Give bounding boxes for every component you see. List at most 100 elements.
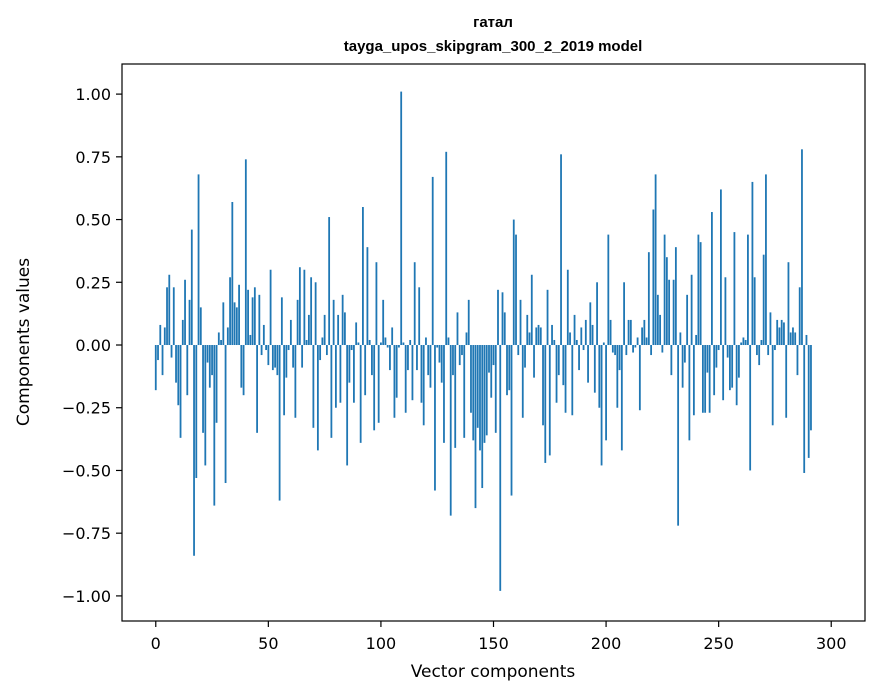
x-tick-label: 100 bbox=[366, 634, 397, 653]
bar bbox=[625, 345, 628, 356]
bar bbox=[323, 314, 326, 346]
bar bbox=[512, 219, 515, 346]
bar bbox=[650, 345, 653, 356]
bar bbox=[346, 345, 349, 466]
bar bbox=[479, 345, 481, 451]
bar bbox=[578, 345, 580, 371]
bar bbox=[674, 247, 677, 346]
bar bbox=[398, 345, 400, 348]
bar bbox=[537, 324, 540, 346]
bar bbox=[665, 257, 668, 346]
bar bbox=[519, 299, 522, 346]
bar bbox=[726, 345, 729, 358]
bar bbox=[316, 345, 319, 451]
bar bbox=[618, 345, 621, 371]
bar bbox=[461, 345, 463, 356]
bar bbox=[409, 339, 412, 346]
bar bbox=[796, 345, 799, 376]
chart-subtitle: tayga_upos_skipgram_300_2_2019 model bbox=[344, 38, 643, 55]
bar bbox=[551, 324, 553, 346]
bar bbox=[659, 314, 662, 346]
bar bbox=[420, 345, 423, 403]
bar bbox=[744, 339, 747, 346]
bar bbox=[285, 345, 288, 378]
bar bbox=[303, 269, 306, 346]
bar bbox=[384, 337, 387, 346]
bar bbox=[188, 299, 191, 346]
bar bbox=[717, 345, 720, 351]
x-tick-label: 50 bbox=[258, 634, 278, 653]
bar bbox=[242, 345, 245, 396]
bar bbox=[623, 282, 625, 346]
bar bbox=[645, 337, 648, 346]
bar bbox=[184, 279, 186, 345]
bar bbox=[557, 345, 560, 376]
bar bbox=[276, 345, 279, 376]
bar bbox=[371, 345, 373, 376]
bar bbox=[722, 345, 725, 401]
bar bbox=[620, 345, 623, 451]
bar bbox=[452, 345, 454, 376]
bar bbox=[609, 319, 612, 346]
bar bbox=[765, 174, 767, 346]
bar bbox=[483, 345, 486, 443]
bar bbox=[760, 339, 763, 346]
bar bbox=[240, 345, 243, 388]
bar bbox=[497, 289, 499, 346]
bar bbox=[190, 229, 193, 345]
bar bbox=[587, 345, 589, 383]
bar bbox=[749, 345, 752, 471]
bar bbox=[287, 345, 290, 351]
bar bbox=[771, 345, 774, 426]
bar bbox=[339, 345, 342, 403]
bar bbox=[564, 345, 567, 413]
bar bbox=[249, 334, 252, 346]
bar bbox=[202, 345, 204, 433]
bar bbox=[413, 262, 416, 346]
bar bbox=[756, 345, 758, 356]
bar bbox=[769, 312, 772, 346]
bar bbox=[668, 279, 671, 345]
x-axis-label: Vector components bbox=[411, 662, 576, 682]
bar bbox=[269, 269, 272, 346]
bar bbox=[499, 345, 502, 591]
bar bbox=[454, 345, 457, 448]
bar bbox=[211, 345, 213, 376]
bar bbox=[701, 345, 704, 413]
bar bbox=[344, 312, 346, 346]
bar bbox=[217, 332, 220, 346]
bar bbox=[729, 345, 731, 391]
bar bbox=[720, 189, 722, 346]
bar bbox=[465, 332, 468, 346]
bar bbox=[427, 345, 430, 376]
bar bbox=[170, 345, 173, 358]
bar bbox=[395, 345, 398, 398]
bar bbox=[661, 345, 664, 353]
bar bbox=[783, 322, 785, 346]
y-tick-label: 0.00 bbox=[75, 336, 111, 355]
bar bbox=[253, 287, 256, 346]
plot-frame bbox=[121, 63, 866, 622]
bar bbox=[458, 345, 461, 366]
bar bbox=[533, 345, 535, 378]
bar bbox=[256, 345, 258, 433]
bar bbox=[643, 319, 646, 346]
bar bbox=[438, 345, 441, 363]
bar bbox=[738, 345, 740, 378]
bar bbox=[681, 345, 684, 388]
bar bbox=[357, 342, 360, 346]
x-tick-label: 250 bbox=[703, 634, 734, 653]
bar bbox=[337, 314, 340, 346]
bar bbox=[262, 324, 265, 346]
bar bbox=[747, 234, 749, 346]
bar bbox=[332, 299, 335, 346]
y-tick-label: 0.50 bbox=[75, 211, 111, 230]
bar bbox=[596, 282, 598, 346]
bar bbox=[629, 319, 632, 346]
bar bbox=[582, 345, 585, 351]
bar bbox=[294, 345, 297, 418]
bar bbox=[792, 327, 794, 346]
bar bbox=[616, 345, 619, 408]
bar bbox=[177, 345, 180, 406]
